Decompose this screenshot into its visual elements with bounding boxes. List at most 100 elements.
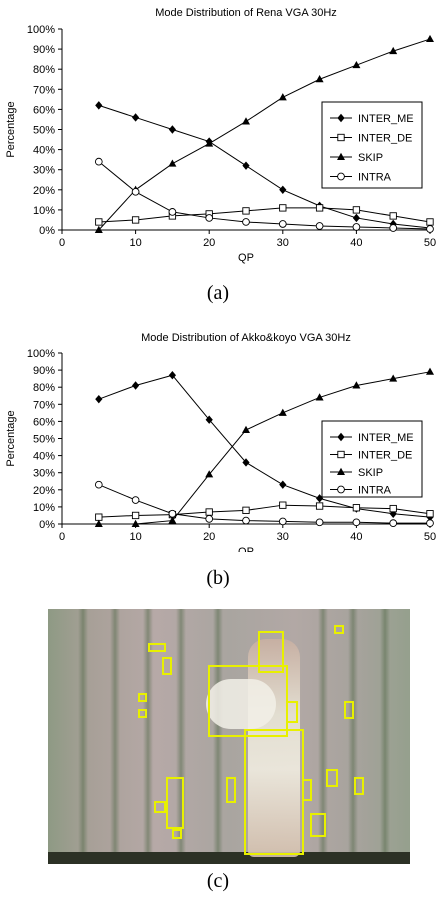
data-point-inter-me — [168, 125, 176, 134]
data-point-inter-me — [132, 381, 140, 390]
series-skip — [94, 367, 434, 527]
data-point-intra — [426, 225, 434, 233]
y-tick-label: 0% — [39, 225, 55, 237]
series-line-intra — [98, 161, 431, 230]
data-point-skip — [352, 381, 361, 389]
highlight-block — [344, 701, 354, 719]
legend-label-skip: SKIP — [358, 152, 383, 164]
data-point-intra — [389, 224, 398, 232]
highlight-block — [258, 631, 284, 673]
legend-marker-inter-me — [337, 432, 345, 442]
data-point-skip — [242, 117, 250, 125]
y-tick-label: 50% — [33, 125, 55, 137]
data-point-intra — [389, 519, 398, 527]
data-point-inter-me — [95, 101, 103, 110]
data-point-inter-me — [279, 480, 287, 489]
highlight-block — [166, 777, 184, 829]
y-tick-label: 60% — [33, 416, 55, 428]
data-point-skip — [131, 519, 140, 527]
highlight-block — [208, 665, 288, 737]
data-point-skip — [94, 225, 103, 233]
x-tick-label: 20 — [203, 237, 215, 249]
data-point-inter-me — [279, 185, 287, 194]
data-point-intra — [168, 509, 177, 518]
y-tick-label: 40% — [33, 451, 55, 463]
highlight-block — [226, 777, 236, 803]
line-chart-b: Mode Distribution of Akko&koyo VGA 30Hz 0… — [5, 332, 436, 558]
x-tick-label: 50 — [424, 531, 436, 543]
data-point-intra — [352, 223, 361, 231]
data-point-inter-me — [389, 509, 397, 518]
y-tick-label: 80% — [33, 64, 55, 76]
data-point-inter-de — [389, 504, 397, 513]
series-inter-me — [95, 371, 434, 522]
y-tick-label: 50% — [33, 434, 55, 446]
highlight-block — [302, 779, 312, 801]
legend-label-intra: INTRA — [358, 485, 392, 497]
highlight-block — [138, 709, 147, 718]
highlight-block — [244, 729, 304, 855]
caption-a: (a) — [206, 282, 230, 304]
data-point-skip — [389, 374, 398, 382]
series-line-skip — [98, 38, 431, 231]
series-line-inter-de — [98, 504, 431, 518]
x-tick-label: 40 — [350, 237, 362, 249]
y-tick-label: 80% — [33, 382, 55, 394]
x-tick-label: 0 — [59, 531, 65, 543]
data-point-skip — [315, 393, 324, 401]
caption-c: (c) — [206, 870, 230, 892]
x-tick-label: 20 — [203, 531, 215, 543]
legend-marker-inter-de — [337, 450, 345, 459]
series-inter-de — [95, 501, 434, 521]
data-point-skip — [426, 367, 434, 375]
y-tick-label: 100% — [27, 348, 55, 360]
highlight-block — [148, 643, 166, 652]
data-point-inter-me — [205, 415, 213, 424]
data-point-intra — [131, 187, 140, 196]
data-point-inter-de — [95, 513, 103, 521]
series-line-inter-me — [98, 104, 431, 229]
data-point-skip — [352, 60, 361, 69]
y-tick-label: 90% — [33, 44, 55, 56]
data-point-skip — [389, 46, 398, 55]
data-point-inter-de — [389, 212, 397, 220]
data-point-inter-de — [279, 204, 287, 212]
data-point-inter-de — [279, 501, 287, 509]
x-tick-label: 10 — [129, 237, 141, 249]
y-tick-label: 30% — [33, 468, 55, 480]
data-point-skip — [242, 425, 250, 433]
data-point-skip — [205, 470, 214, 478]
data-point-intra — [205, 515, 214, 523]
y-tick-label: 70% — [33, 84, 55, 96]
y-tick-label: 20% — [33, 185, 55, 197]
legend-box — [321, 420, 423, 498]
legend-marker-skip — [337, 152, 345, 160]
data-point-intra — [242, 218, 250, 226]
data-point-intra — [352, 518, 361, 527]
y-tick-label: 100% — [27, 24, 55, 36]
legend-marker-intra — [337, 485, 345, 494]
x-tick-label: 30 — [277, 237, 289, 249]
data-point-intra — [315, 222, 324, 230]
legend-marker-skip — [337, 467, 345, 475]
series-intra — [94, 157, 434, 233]
y-tick-label: 0% — [39, 519, 55, 531]
data-point-intra — [278, 517, 287, 526]
x-axis-label: QP — [238, 252, 254, 264]
legend-marker-inter-de — [337, 133, 345, 142]
video-frame-image — [48, 609, 410, 864]
data-point-inter-de — [205, 508, 213, 516]
data-point-skip — [315, 75, 324, 83]
data-point-inter-de — [131, 511, 140, 520]
legend-marker-inter-me — [337, 113, 345, 123]
data-point-intra — [242, 516, 250, 525]
chart-title: Mode Distribution of Rena VGA 30Hz — [155, 7, 337, 19]
y-tick-label: 60% — [33, 104, 55, 116]
data-point-intra — [278, 220, 287, 228]
caption-b: (b) — [206, 567, 230, 589]
dancer-arms — [206, 679, 276, 729]
data-point-intra — [131, 496, 140, 504]
data-point-inter-me — [352, 213, 360, 223]
data-point-inter-me — [316, 494, 324, 503]
data-point-inter-me — [242, 458, 250, 467]
